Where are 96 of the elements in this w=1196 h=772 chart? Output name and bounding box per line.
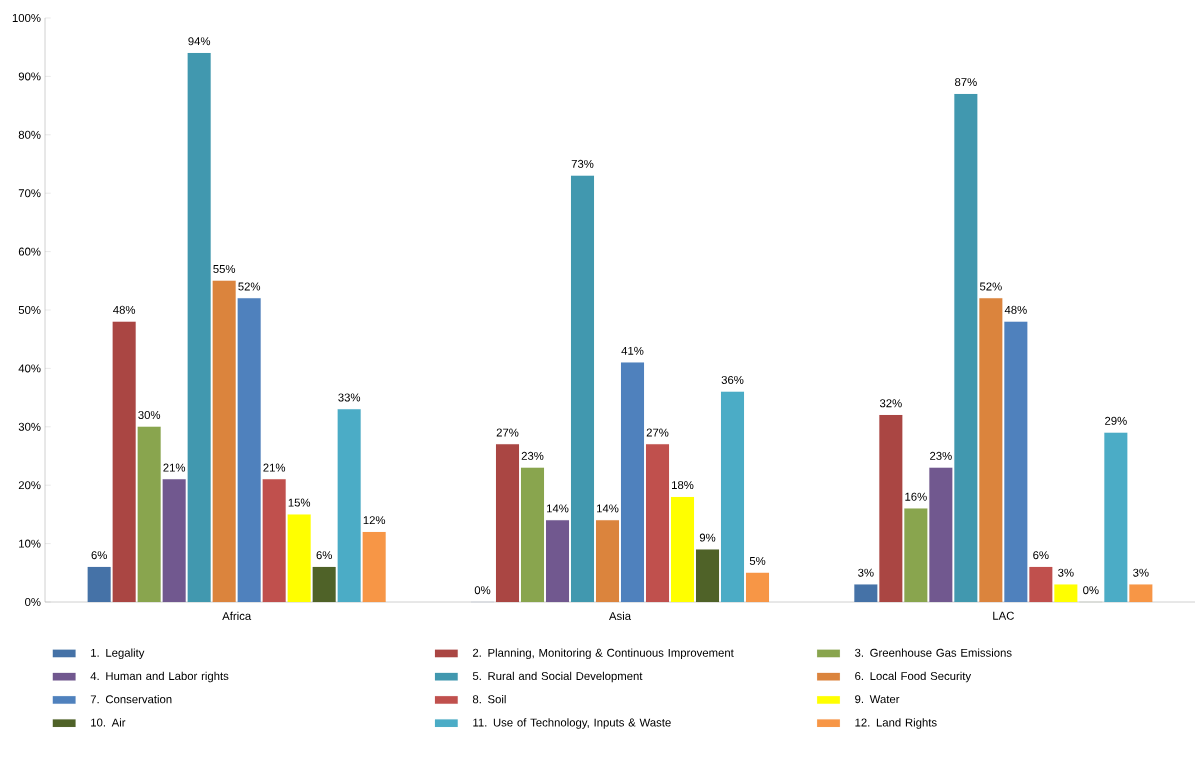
data-label: 48% (113, 305, 136, 314)
legend-label: 8. Soil (472, 694, 506, 704)
data-label: 52% (238, 282, 261, 291)
y-tick-label: 100% (12, 13, 41, 22)
y-tick-label: 70% (18, 189, 41, 198)
data-label: 29% (1105, 416, 1127, 425)
data-label: 16% (905, 492, 927, 501)
bar (1054, 584, 1078, 603)
legend-label: 4. Human and Labor rights (90, 671, 229, 683)
bar (237, 298, 261, 603)
bar (670, 496, 695, 603)
bar (620, 362, 645, 603)
bar (570, 175, 595, 603)
bar (545, 520, 570, 603)
data-label: 23% (930, 451, 952, 460)
data-label: 9% (699, 533, 716, 542)
data-label: 36% (721, 375, 744, 384)
data-label: 5% (749, 557, 766, 565)
bar (645, 444, 670, 603)
legend-label: 6. Local Food Security (855, 671, 972, 683)
data-label: 15% (288, 498, 311, 507)
legend-label: 11. Use of Technology, Inputs & Waste (473, 718, 671, 729)
y-tick-label: 10% (19, 539, 41, 548)
bar (1004, 321, 1028, 603)
legend-label: 12. Land Rights (855, 718, 937, 729)
bar (137, 426, 161, 603)
x-tick-label: Africa (222, 611, 252, 621)
bar (187, 53, 211, 603)
bar (854, 584, 878, 603)
bar (312, 566, 336, 603)
bar (929, 467, 953, 603)
legend-label: 9. Water (855, 695, 900, 704)
legend-label: 2. Planning, Monitoring & Continuous Improvement (472, 648, 734, 660)
data-label: 14% (547, 504, 569, 513)
data-label: 0% (1083, 586, 1099, 595)
data-label: 14% (597, 504, 619, 513)
x-tick-label: LAC (993, 611, 1014, 620)
bar (362, 531, 386, 603)
y-tick-label: 90% (18, 72, 41, 81)
data-label: 33% (338, 393, 361, 402)
data-label: 87% (955, 78, 977, 87)
data-label: 27% (646, 428, 669, 437)
bar (212, 280, 236, 603)
bar (595, 520, 620, 603)
bar (904, 508, 928, 603)
bar (745, 572, 770, 603)
data-label: 94% (188, 37, 211, 46)
bar (1129, 584, 1153, 603)
bar (337, 409, 361, 603)
bar (520, 467, 545, 603)
bar (1104, 432, 1128, 603)
data-label: 6% (91, 551, 107, 560)
data-label: 6% (1033, 551, 1049, 560)
data-label: 55% (213, 265, 236, 273)
bar (879, 415, 903, 603)
bar (287, 514, 311, 603)
y-tick-label: 30% (18, 422, 41, 431)
data-label: 41% (621, 346, 644, 355)
data-label: 30% (138, 410, 161, 419)
data-label: 21% (263, 463, 286, 472)
data-label: 23% (521, 451, 544, 460)
x-tick-label: Asia (609, 611, 632, 621)
data-label: 3% (858, 568, 874, 577)
data-label: 3% (1133, 568, 1149, 577)
bar (1029, 566, 1053, 603)
y-tick-label: 0% (25, 598, 41, 607)
bar (112, 321, 136, 603)
data-label: 18% (672, 481, 694, 490)
data-label: 27% (496, 428, 519, 437)
bar (262, 479, 286, 603)
data-label: 3% (1058, 568, 1074, 577)
data-label: 52% (979, 282, 1002, 291)
data-label: 32% (879, 399, 902, 408)
bar (695, 549, 720, 603)
data-label: 21% (163, 463, 186, 472)
data-label: 6% (316, 551, 332, 560)
legend-label: 7. Conservation (90, 694, 172, 704)
data-label: 12% (363, 516, 386, 525)
bar (162, 479, 186, 603)
data-label: 0% (474, 586, 491, 595)
legend-label: 10. Air (91, 718, 126, 727)
data-label: 73% (571, 159, 594, 168)
data-label: 48% (1004, 305, 1027, 314)
bar (720, 391, 745, 603)
y-tick-label: 20% (18, 481, 41, 490)
bar (979, 298, 1003, 603)
legend-label: 3. Greenhouse Gas Emissions (855, 648, 1012, 657)
y-tick-label: 40% (18, 364, 41, 373)
legend-label: 1. Legality (91, 648, 145, 660)
bar (954, 93, 978, 603)
legend-label: 5. Rural and Social Development (472, 671, 643, 683)
y-tick-label: 60% (18, 247, 41, 256)
y-tick-label: 80% (18, 130, 41, 139)
y-tick-label: 50% (18, 306, 41, 314)
bar (87, 566, 111, 603)
bar (495, 444, 520, 603)
